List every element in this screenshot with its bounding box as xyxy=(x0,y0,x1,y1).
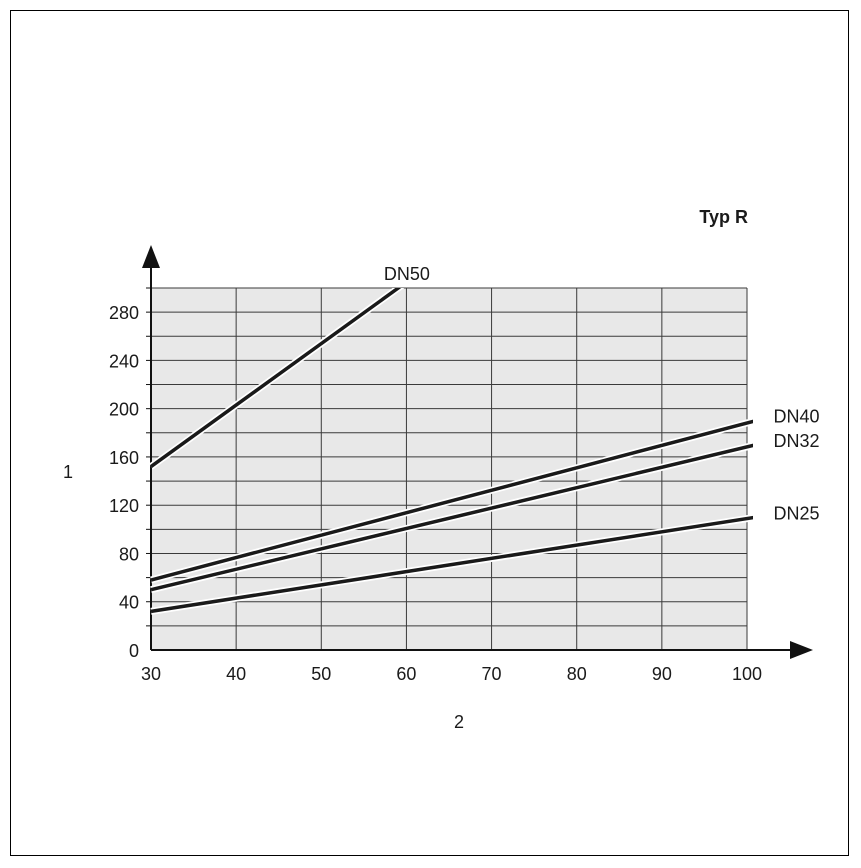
series-line-dn50 xyxy=(149,288,402,469)
series-line-dn32 xyxy=(150,443,753,592)
series-label-dn32: DN32 xyxy=(774,431,820,451)
x-tick-label: 30 xyxy=(141,664,161,684)
grid xyxy=(151,287,748,650)
series-label-dn50: DN50 xyxy=(384,264,430,284)
y-axis-arrow-icon xyxy=(142,245,160,268)
y-tick-label: 120 xyxy=(109,496,139,516)
y-axis-label: 1 xyxy=(63,462,73,482)
chart: 0 40 80 120 160 200 240 280 30 40 50 60 70 80 90 100 D… xyxy=(63,207,820,732)
y-tick-labels: 0 40 80 120 160 200 240 280 xyxy=(109,303,139,661)
y-tick-label: 80 xyxy=(119,544,139,564)
x-tick-label: 60 xyxy=(396,664,416,684)
y-tick-label: 280 xyxy=(109,303,139,323)
y-tick-label: 240 xyxy=(109,351,139,371)
x-tick-label: 100 xyxy=(732,664,762,684)
y-tick-label: 40 xyxy=(119,593,139,613)
x-axis-label: 2 xyxy=(454,712,464,732)
y-tick-label: 0 xyxy=(129,641,139,661)
chart-frame: 0 40 80 120 160 200 240 280 30 40 50 60 70 80 90 100 D… xyxy=(10,10,849,856)
x-tick-labels: 30 40 50 60 70 80 90 100 xyxy=(141,664,762,684)
x-tick-label: 40 xyxy=(226,664,246,684)
series-label-dn25: DN25 xyxy=(774,503,820,523)
series-labels: DN50 DN40 DN32 DN25 xyxy=(384,264,820,523)
series-lines xyxy=(149,288,753,615)
x-tick-label: 90 xyxy=(652,664,672,684)
x-tick-label: 70 xyxy=(482,664,502,684)
axes xyxy=(142,245,813,659)
x-tick-label: 50 xyxy=(311,664,331,684)
series-label-dn40: DN40 xyxy=(774,407,820,427)
x-axis-arrow-icon xyxy=(790,641,813,659)
y-tick-label: 160 xyxy=(109,448,139,468)
x-tick-label: 80 xyxy=(567,664,587,684)
chart-title: Typ R xyxy=(699,207,748,227)
series-line-dn25 xyxy=(150,515,753,614)
series-line-dn40 xyxy=(150,419,753,582)
y-tick-label: 200 xyxy=(109,400,139,420)
